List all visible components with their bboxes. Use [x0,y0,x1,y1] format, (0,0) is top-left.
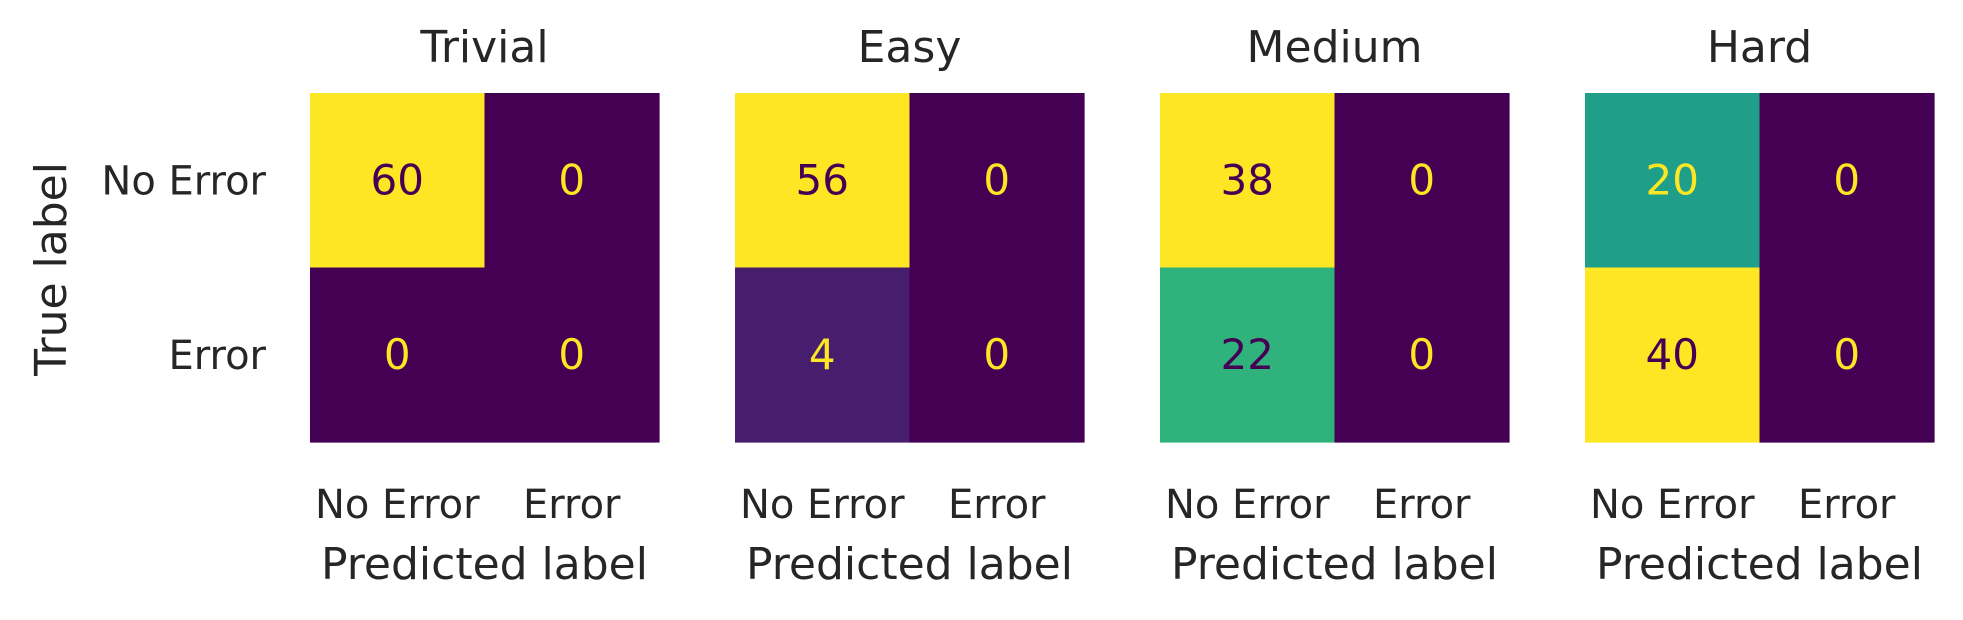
heatmap-cell [1585,267,1761,443]
x-tick-label: No Error [740,482,905,528]
x-tick-label: No Error [315,482,480,528]
cell-value: 0 [384,330,411,379]
y-axis-title: True label [26,162,77,377]
cell-value: 0 [558,330,585,379]
cell-value: 0 [1833,330,1860,379]
panel-title: Trivial [419,22,548,73]
x-axis-title: Predicted label [1596,539,1923,590]
heatmap-cell [484,267,660,443]
heatmap-cell [909,267,1085,443]
x-axis-title: Predicted label [746,539,1073,590]
cell-value: 0 [1408,330,1435,379]
x-axis-title: Predicted label [1171,539,1498,590]
x-tick-label: Error [1373,482,1471,528]
x-tick-label: No Error [1165,482,1330,528]
heatmap-cell [1160,93,1336,269]
cell-value: 0 [1408,155,1435,204]
y-tick-label: No Error [101,158,266,204]
cell-value: 20 [1646,155,1699,204]
panel-title: Medium [1247,22,1423,73]
x-axis-title: Predicted label [321,539,648,590]
x-tick-label: Error [948,482,1046,528]
heatmap-cell [1759,93,1935,269]
cell-value: 38 [1221,155,1274,204]
heatmap-cell [484,93,660,269]
heatmap-cell [909,93,1085,269]
heatmap-cell [310,93,486,269]
cell-value: 0 [983,330,1010,379]
heatmap-cell [1334,267,1510,443]
cell-value: 0 [558,155,585,204]
cell-value: 60 [371,155,424,204]
cell-value: 4 [809,330,836,379]
heatmap-cell [1759,267,1935,443]
heatmap-cell [310,267,486,443]
panel-title: Easy [858,22,962,73]
heatmap-cell [1585,93,1761,269]
y-tick-label: Error [169,333,267,379]
x-tick-label: Error [1798,482,1896,528]
panel-title: Hard [1707,22,1812,73]
heatmap-cell [735,93,911,269]
cell-value: 0 [983,155,1010,204]
cell-value: 56 [796,155,849,204]
heatmap-cell [1334,93,1510,269]
cell-value: 0 [1833,155,1860,204]
heatmap-cell [1160,267,1336,443]
cell-value: 22 [1221,330,1274,379]
heatmap-cell [735,267,911,443]
cell-value: 40 [1646,330,1699,379]
x-tick-label: No Error [1590,482,1755,528]
x-tick-label: Error [523,482,621,528]
